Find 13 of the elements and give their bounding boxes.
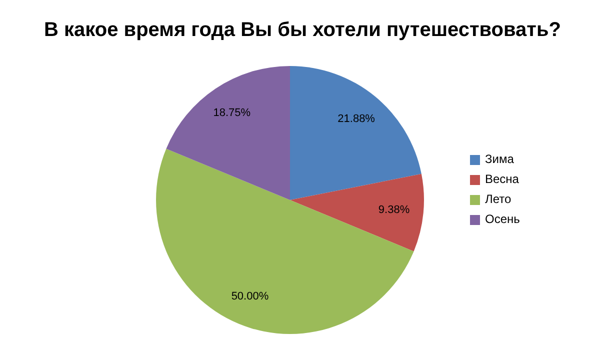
legend-label: Зима [485,152,514,166]
data-label: 21.88% [338,113,376,126]
legend-label: Весна [485,172,520,186]
legend-label: Лето [485,192,512,206]
pie-slice [290,174,424,252]
legend-label: Осень [485,212,520,226]
pie-slice [166,66,290,200]
chart-title: В какое время года Вы бы хотели путешествовать? [44,19,561,41]
data-label: 18.75% [213,107,251,119]
data-label: 50.00% [231,290,269,302]
data-label: 9.38% [378,204,410,216]
pie-slice [156,148,414,334]
pie-slice [290,66,422,200]
